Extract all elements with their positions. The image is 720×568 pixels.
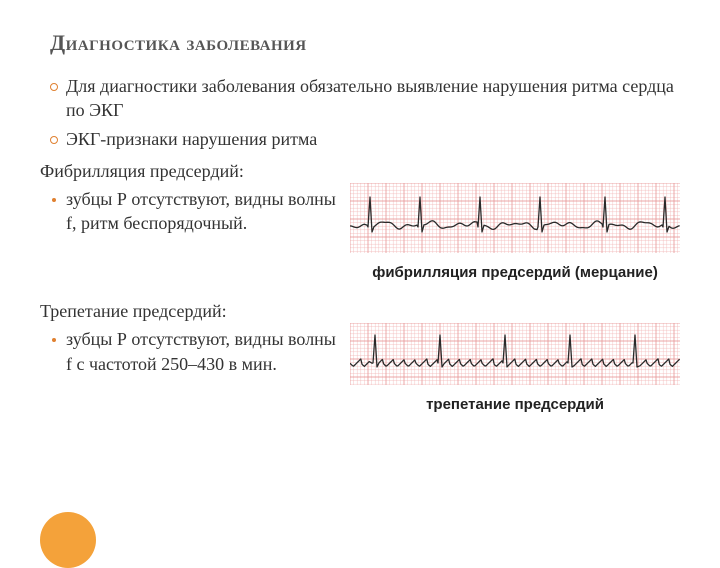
ecg-flutter-block: трепетание предсердий xyxy=(350,323,680,413)
ecg-fibrillation-chart xyxy=(350,183,680,253)
bullet-item: Для диагностики заболевания обязательно … xyxy=(40,74,680,123)
bullet-item: ЭКГ-признаки нарушения ритма xyxy=(40,127,680,151)
ecg-flutter-caption: трепетание предсердий xyxy=(350,396,680,413)
ecg-fibrillation-caption: фибрилляция предсердий (мерцание) xyxy=(350,264,680,281)
section-heading-fibrillation: Фибрилляция предсердий: xyxy=(40,159,680,183)
ecg-fibrillation-block: фибрилляция предсердий (мерцание) xyxy=(350,183,680,281)
section-heading-flutter: Трепетание предсердий: xyxy=(40,299,680,323)
slide-title: Диагностика заболевания xyxy=(50,30,680,56)
ecg-flutter-chart xyxy=(350,323,680,385)
main-bullet-list: Для диагностики заболевания обязательно … xyxy=(40,74,680,151)
fibrillation-bullets: зубцы Р отсутствуют, видны волны f, ритм… xyxy=(40,187,340,236)
accent-circle-icon xyxy=(40,512,96,568)
bullet-item: зубцы Р отсутствуют, видны волны f с час… xyxy=(40,327,340,376)
flutter-bullets: зубцы Р отсутствуют, видны волны f с час… xyxy=(40,327,340,376)
bullet-item: зубцы Р отсутствуют, видны волны f, ритм… xyxy=(40,187,340,236)
